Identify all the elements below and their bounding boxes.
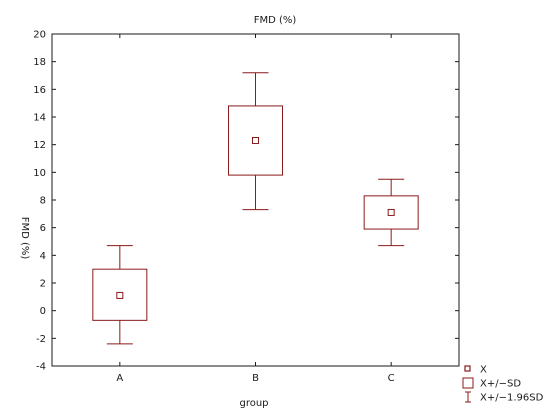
mean-marker <box>116 291 124 299</box>
x-axis-label: group <box>239 398 268 409</box>
sd-box <box>363 195 419 230</box>
y-tick-label: 0 <box>40 306 46 317</box>
legend-mean-symbol <box>464 365 471 372</box>
legend-label: X <box>480 365 487 376</box>
y-tick-label: -4 <box>36 362 46 373</box>
box-group-a <box>92 245 148 345</box>
y-tick-label: 6 <box>40 223 46 234</box>
mean-marker <box>387 208 395 216</box>
sd-box <box>92 268 148 321</box>
y-tick-label: 18 <box>33 57 46 68</box>
box-series <box>92 72 419 345</box>
y-tick-label: 2 <box>40 279 46 290</box>
y-tick-label: 4 <box>40 251 46 262</box>
y-axis: -4 -2 0 2 4 6 8 10 12 14 16 18 20 <box>33 30 459 373</box>
y-axis-label: FMD (%) <box>19 217 30 260</box>
y-tick-label: 14 <box>33 113 46 124</box>
y-tick-label: 20 <box>33 30 46 41</box>
y-tick-label: 10 <box>33 168 46 179</box>
chart-title: FMD (%) <box>254 15 297 26</box>
x-tick-label: A <box>116 373 123 384</box>
y-tick-label: -2 <box>36 334 46 345</box>
box-group-b <box>228 72 283 211</box>
x-tick-label: B <box>252 373 259 384</box>
mean-marker <box>252 137 259 145</box>
y-tick-label: 8 <box>40 196 46 207</box>
box-group-c <box>363 178 419 247</box>
legend: X X+/−SD X+/−1.96SD <box>462 365 544 404</box>
x-axis: A B C <box>116 34 395 384</box>
y-tick-label: 12 <box>33 140 46 151</box>
legend-label: X+/−SD <box>480 379 521 390</box>
legend-box-symbol <box>462 377 474 389</box>
sd-box <box>228 105 283 176</box>
legend-label: X+/−1.96SD <box>480 393 544 404</box>
y-tick-label: 16 <box>33 85 46 96</box>
x-tick-label: C <box>388 373 395 384</box>
